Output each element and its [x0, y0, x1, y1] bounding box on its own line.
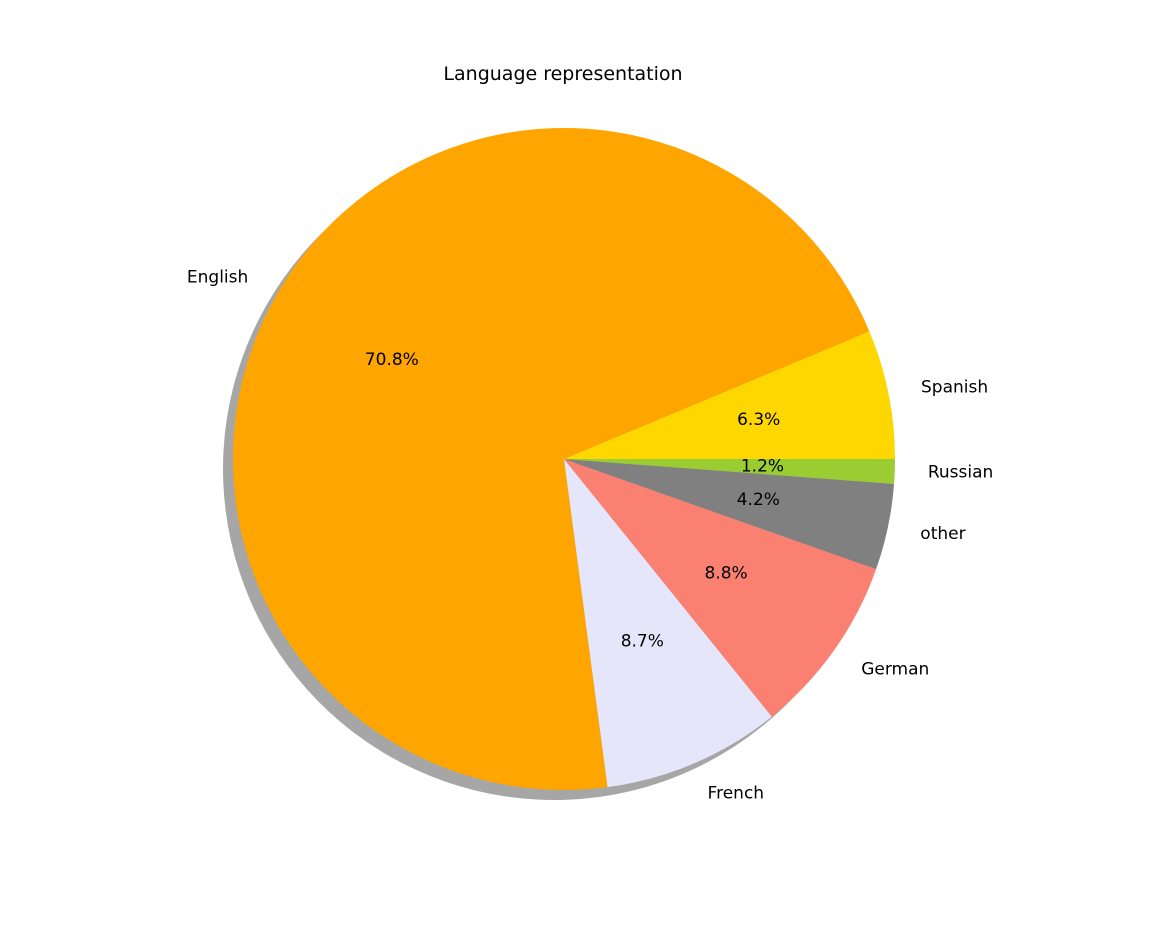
- slice-label-other: other: [920, 524, 965, 544]
- pct-label-spanish: 6.3%: [737, 410, 780, 430]
- slice-label-french: French: [708, 784, 765, 804]
- pct-label-french: 8.7%: [621, 632, 664, 652]
- slice-other: [564, 459, 895, 570]
- pct-label-other: 4.2%: [737, 490, 780, 510]
- slice-russian: [564, 459, 895, 484]
- pie-slices: [233, 128, 895, 790]
- slice-label-english: English: [187, 268, 248, 288]
- slice-label-spanish: Spanish: [921, 377, 988, 397]
- pct-label-russian: 1.2%: [741, 456, 784, 476]
- slice-label-german: German: [861, 659, 929, 679]
- slice-spanish: [564, 331, 895, 459]
- pct-label-german: 8.8%: [705, 564, 748, 584]
- slice-label-russian: Russian: [928, 463, 993, 483]
- slice-german: [564, 459, 877, 717]
- slice-french: [564, 459, 772, 788]
- slice-english: [233, 128, 870, 790]
- chart-title: Language representation: [443, 63, 682, 85]
- pct-label-english: 70.8%: [365, 350, 419, 370]
- pie-labels: 6.3% Spanish 70.8% English 8.7% French 8.8% Ger…: [187, 268, 993, 804]
